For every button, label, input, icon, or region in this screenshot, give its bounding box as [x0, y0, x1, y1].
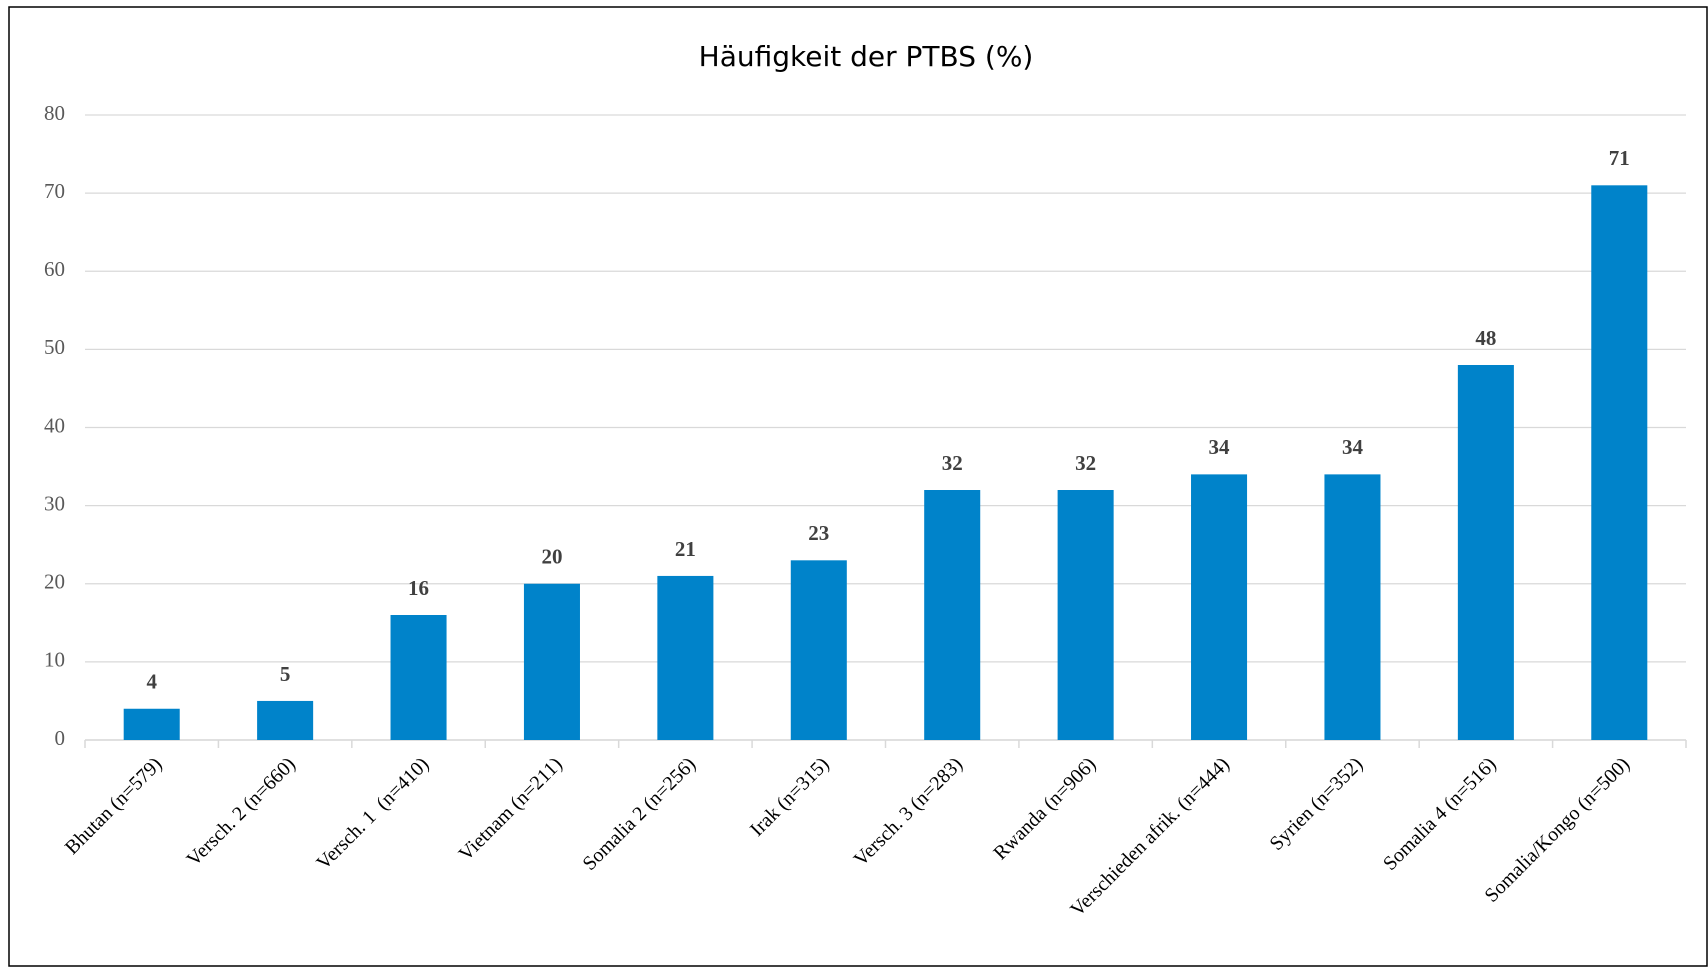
bar — [924, 490, 981, 740]
y-tick-label: 60 — [44, 257, 65, 281]
bar — [1191, 474, 1248, 740]
y-tick-label: 20 — [44, 570, 65, 594]
value-label: 34 — [1209, 435, 1231, 459]
value-label: 34 — [1342, 435, 1364, 459]
value-label: 5 — [280, 662, 291, 686]
value-label: 4 — [146, 670, 157, 694]
bar — [1057, 490, 1114, 740]
y-tick-label: 10 — [44, 648, 65, 672]
bar — [790, 560, 847, 740]
value-label: 16 — [408, 576, 429, 600]
chart-border — [8, 6, 1708, 967]
bar — [257, 700, 314, 740]
bar — [1457, 365, 1514, 740]
value-label: 32 — [1075, 451, 1096, 475]
y-tick-label: 50 — [44, 335, 65, 359]
chart-title: Häufigkeit der PTBS (%) — [699, 40, 1034, 73]
y-tick-label: 70 — [44, 179, 65, 203]
value-label: 32 — [942, 451, 963, 475]
y-tick-label: 80 — [44, 101, 65, 125]
value-label: 71 — [1609, 146, 1630, 170]
y-tick-label: 40 — [44, 413, 65, 437]
value-label: 48 — [1475, 326, 1496, 350]
y-tick-label: 30 — [44, 491, 65, 515]
value-label: 20 — [541, 545, 562, 569]
bar — [123, 708, 180, 740]
value-label: 23 — [808, 521, 829, 545]
bar — [1591, 185, 1648, 740]
bar — [657, 575, 714, 740]
bar — [1324, 474, 1381, 740]
y-tick-label: 0 — [55, 726, 66, 750]
value-label: 21 — [675, 537, 696, 561]
bar — [390, 615, 447, 740]
bar — [523, 583, 580, 740]
